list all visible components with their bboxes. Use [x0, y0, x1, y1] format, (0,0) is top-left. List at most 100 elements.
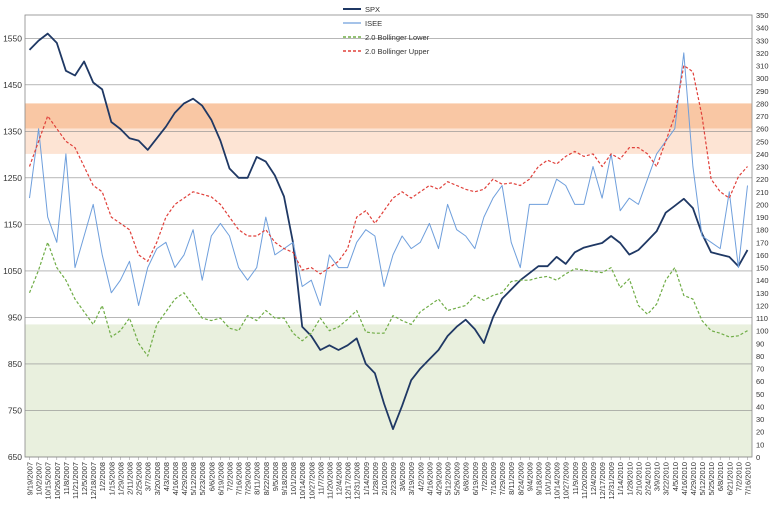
x-tick-label-70: 3/22/2010	[662, 462, 671, 495]
x-tick-label-2: 10/15/2007	[44, 462, 53, 500]
right-tick-label-40: 40	[756, 402, 764, 411]
right-tick-label-150: 150	[756, 264, 769, 273]
x-tick-label-49: 6/19/2009	[471, 462, 480, 495]
right-tick-label-160: 160	[756, 251, 769, 260]
x-tick-label-71: 4/5/2010	[671, 462, 680, 491]
x-tick-label-48: 6/8/2009	[462, 462, 471, 491]
legend-label-1: ISEE	[365, 19, 382, 28]
right-tick-label-0: 0	[756, 453, 760, 462]
x-tick-label-38: 1/28/2009	[371, 462, 380, 495]
series-line-0	[28, 32, 749, 431]
x-tick-label-26: 8/22/2008	[262, 462, 271, 495]
legend-label-3: 2.0 Bollinger Upper	[365, 47, 430, 56]
x-tick-label-8: 1/2/2008	[98, 462, 107, 491]
x-tick-label-59: 10/27/2009	[562, 462, 571, 500]
x-tick-label-13: 3/7/2008	[144, 462, 153, 491]
left-tick-label-1250: 1250	[3, 173, 22, 183]
x-tick-label-46: 5/12/2009	[444, 462, 453, 495]
x-tick-label-33: 11/20/2008	[325, 462, 334, 499]
x-tick-label-64: 12/31/2009	[607, 462, 616, 500]
x-tick-label-23: 7/16/2008	[235, 462, 244, 495]
left-tick-label-950: 950	[8, 312, 22, 322]
right-tick-label-320: 320	[756, 49, 769, 58]
left-tick-label-750: 750	[8, 405, 22, 415]
x-tick-label-53: 8/11/2009	[507, 462, 516, 495]
x-tick-label-28: 9/18/2008	[280, 462, 289, 495]
x-tick-label-57: 10/1/2009	[544, 462, 553, 495]
x-tick-label-18: 5/12/2008	[189, 462, 198, 495]
x-tick-label-55: 9/4/2009	[525, 462, 534, 491]
x-tick-label-58: 10/14/2009	[553, 462, 562, 500]
right-tick-label-280: 280	[756, 99, 769, 108]
x-tick-label-79: 7/16/2010	[743, 462, 752, 495]
x-tick-label-67: 2/10/2010	[634, 462, 643, 495]
right-tick-label-90: 90	[756, 339, 764, 348]
x-tick-label-7: 12/18/2007	[89, 462, 98, 500]
right-tick-label-70: 70	[756, 365, 764, 374]
x-tick-label-6: 12/5/2007	[80, 462, 89, 495]
x-tick-label-74: 5/12/2010	[698, 462, 707, 495]
x-tick-label-1: 10/2/2007	[35, 462, 44, 495]
right-tick-label-330: 330	[756, 36, 769, 45]
x-tick-label-30: 10/14/2008	[298, 462, 307, 500]
x-tick-label-68: 2/24/2010	[643, 462, 652, 495]
gridlines	[25, 37, 752, 458]
band-1	[25, 128, 752, 154]
x-tick-label-14: 3/20/2008	[153, 462, 162, 495]
x-tick-label-45: 4/29/2009	[434, 462, 443, 495]
series-line-3	[28, 64, 748, 275]
right-tick-label-340: 340	[756, 24, 769, 33]
x-tick-label-61: 11/20/2009	[580, 462, 589, 499]
x-tick-label-41: 3/6/2009	[398, 462, 407, 491]
series-line-2	[28, 241, 748, 357]
x-tick-label-31: 10/27/2008	[307, 462, 316, 500]
left-tick-label-650: 650	[8, 452, 22, 462]
x-tick-label-50: 7/2/2009	[480, 462, 489, 491]
x-tick-label-56: 9/18/2009	[534, 462, 543, 495]
right-tick-label-80: 80	[756, 352, 764, 361]
right-tick-label-250: 250	[756, 137, 769, 146]
x-tick-label-22: 7/2/2008	[225, 462, 234, 491]
x-tick-label-54: 8/24/2009	[516, 462, 525, 495]
series-lines	[28, 32, 749, 431]
right-tick-label-120: 120	[756, 301, 769, 310]
right-tick-label-240: 240	[756, 150, 769, 159]
x-tick-label-16: 4/16/2008	[171, 462, 180, 495]
right-tick-label-190: 190	[756, 213, 769, 222]
x-tick-label-75: 5/25/2010	[707, 462, 716, 495]
x-tick-label-4: 11/8/2007	[62, 462, 71, 495]
right-tick-label-200: 200	[756, 200, 769, 209]
x-tick-label-66: 1/28/2010	[625, 462, 634, 495]
right-tick-label-310: 310	[756, 62, 769, 71]
band-0	[25, 103, 752, 129]
x-tick-label-44: 4/16/2009	[425, 462, 434, 495]
x-tick-label-52: 7/29/2009	[498, 462, 507, 495]
x-tick-label-32: 11/7/2008	[316, 462, 325, 495]
right-tick-label-110: 110	[756, 314, 768, 323]
right-tick-label-60: 60	[756, 377, 764, 386]
legend-label-0: SPX	[365, 5, 380, 14]
x-tick-label-72: 4/16/2010	[680, 462, 689, 495]
threshold-bands	[25, 103, 752, 457]
x-tick-label-78: 7/2/2010	[734, 462, 743, 491]
right-tick-label-260: 260	[756, 125, 769, 134]
x-tick-label-39: 2/10/2009	[380, 462, 389, 495]
x-tick-label-69: 3/9/2010	[653, 462, 662, 491]
right-tick-label-350: 350	[756, 11, 769, 20]
x-tick-label-76: 6/8/2010	[716, 462, 725, 491]
right-tick-label-220: 220	[756, 175, 769, 184]
legend: SPX ISEE 2.0 Bollinger Lower 2.0 Bollinger …	[343, 5, 430, 56]
x-tick-label-47: 5/26/2009	[453, 462, 462, 495]
x-tick-label-19: 5/23/2008	[198, 462, 207, 495]
left-tick-label-1150: 1150	[4, 219, 23, 229]
x-tick-label-9: 1/15/2008	[107, 462, 116, 495]
right-tick-label-210: 210	[756, 188, 769, 197]
right-tick-label-50: 50	[756, 390, 764, 399]
series-line-1	[29, 52, 748, 306]
x-tick-label-42: 3/19/2009	[407, 462, 416, 495]
right-tick-label-180: 180	[756, 226, 769, 235]
x-tick-label-63: 12/17/2009	[598, 462, 607, 500]
x-tick-label-12: 2/25/2008	[135, 462, 144, 495]
